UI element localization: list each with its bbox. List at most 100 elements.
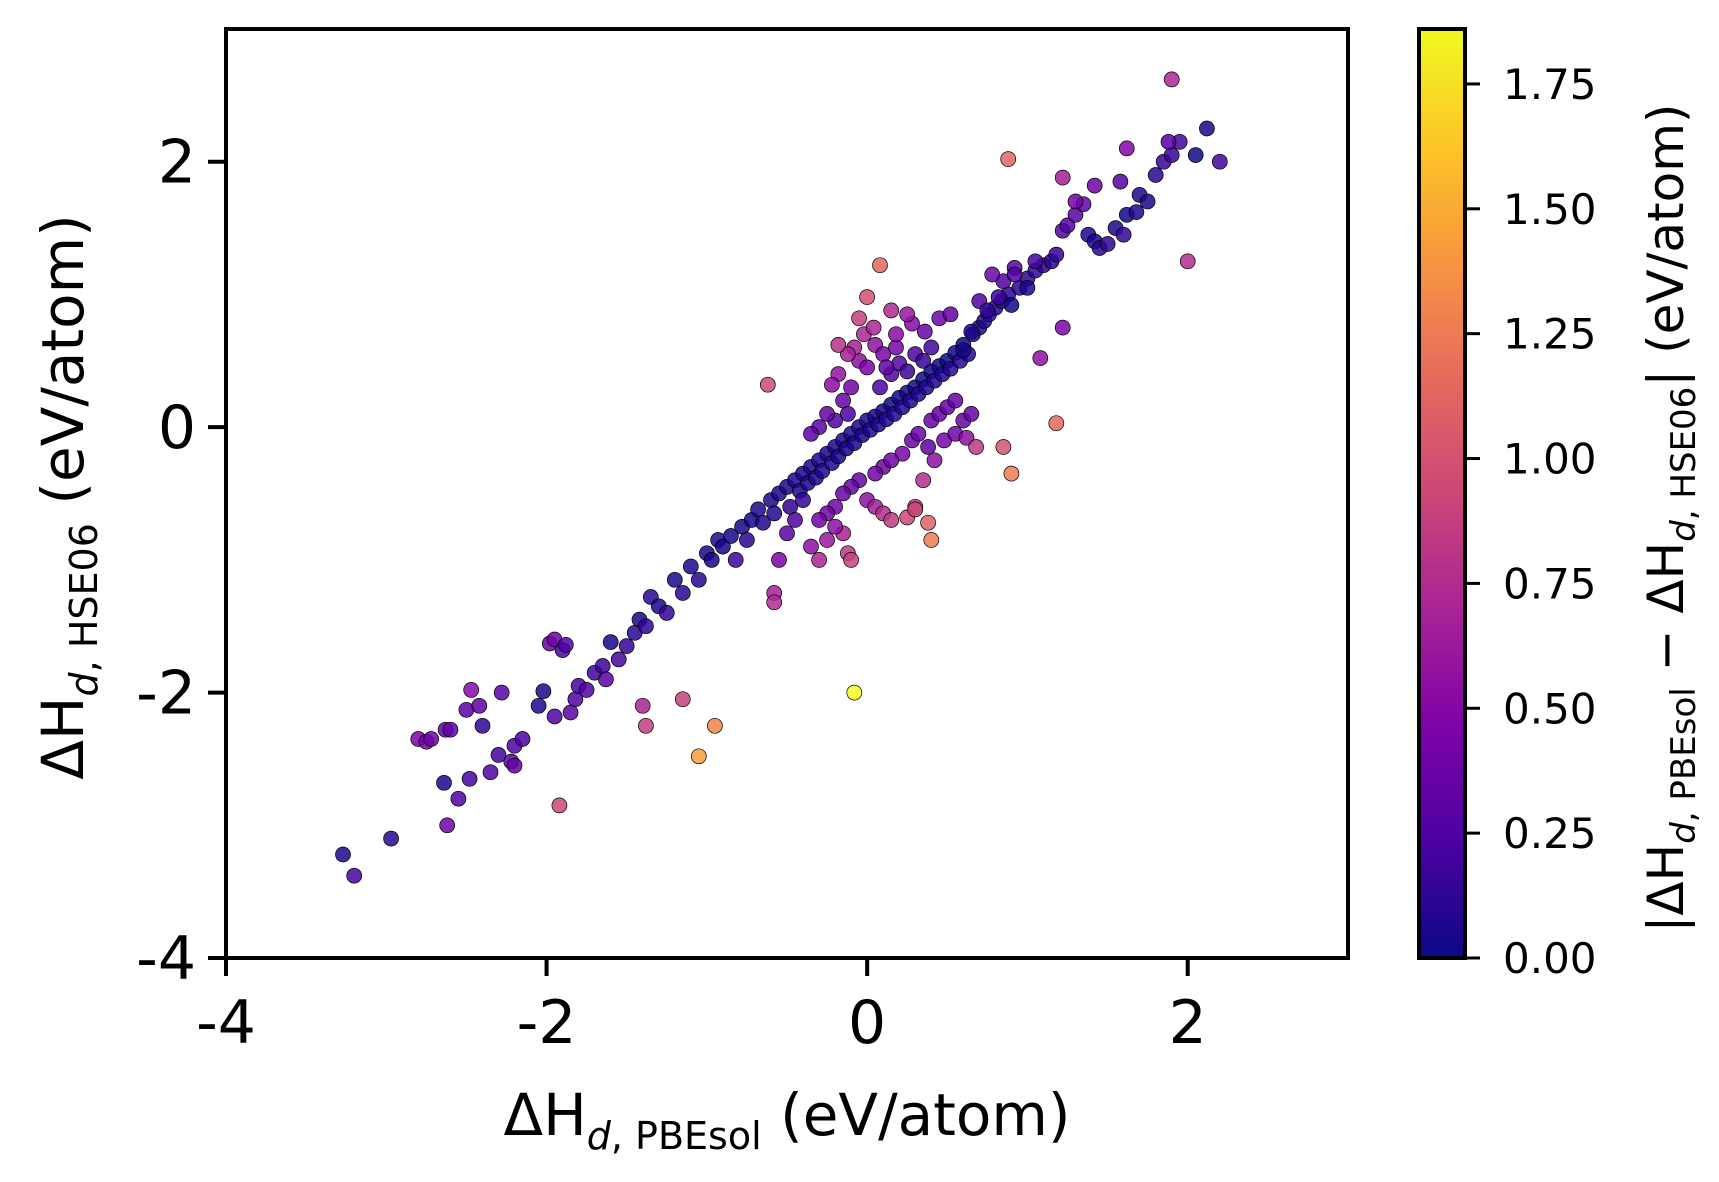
scatter-point: [666, 571, 683, 588]
scatter-point: [1139, 193, 1156, 210]
scatter-point: [995, 439, 1012, 455]
scatter-point: [963, 323, 980, 340]
scatter-point: [771, 552, 787, 568]
scatter-point: [883, 512, 900, 528]
scatter-point: [787, 512, 803, 528]
scatter-point: [634, 697, 651, 714]
scatter-point: [439, 817, 456, 834]
scatter-point: [926, 452, 943, 469]
scatter-point: [1179, 253, 1196, 270]
scatter-point: [759, 376, 776, 393]
scatter-point: [811, 552, 827, 568]
scatter-point: [490, 747, 507, 763]
y-tick-label: -2: [136, 659, 196, 729]
scatter-points: [335, 71, 1228, 884]
plot-frame: [224, 27, 1350, 960]
scatter-point: [968, 439, 984, 455]
scatter-point: [1163, 71, 1180, 88]
scatter-point: [824, 376, 840, 393]
scatter-point: [1054, 319, 1071, 336]
scatter-point: [835, 485, 851, 502]
scatter-point: [942, 306, 959, 323]
scatter-point: [1163, 147, 1180, 163]
scatter-point: [920, 514, 936, 531]
scatter-point: [1118, 140, 1135, 157]
scatter-point: [1059, 217, 1076, 234]
x-axis-title: ΔHd, PBEsol (eV/atom): [503, 1081, 1070, 1158]
colorbar-ticks: 0.00 0.25 0.50 0.75 1.00 1.25 1.50 1.75: [1465, 60, 1597, 983]
scatter-point: [872, 257, 888, 274]
scatter-point: [715, 538, 731, 555]
scatter-point: [979, 302, 996, 319]
scatter-point: [1199, 120, 1215, 137]
colorbar-tick-label: 1.25: [1503, 310, 1597, 359]
y-tick-label: 2: [158, 128, 196, 198]
scatter-point: [1112, 173, 1129, 190]
scatter-point: [723, 528, 739, 544]
scatter-point: [867, 465, 884, 482]
scatter-point: [535, 683, 552, 700]
scatter-point: [1160, 133, 1177, 150]
scatter-point: [482, 764, 499, 781]
scatter-point: [916, 323, 933, 340]
scatter-point: [840, 346, 856, 362]
scatter-point: [865, 319, 882, 336]
scatter-point: [461, 770, 478, 787]
scatter-point: [899, 363, 916, 380]
scatter-point: [779, 525, 795, 542]
scatter-point: [423, 731, 440, 747]
scatter-point: [463, 682, 480, 698]
scatter-point: [551, 797, 568, 814]
scatter-point: [674, 585, 691, 601]
scatter-point: [594, 658, 611, 674]
scatter-point: [1115, 226, 1132, 243]
scatter-point: [819, 532, 835, 548]
scatter-point: [851, 310, 867, 327]
scatter-point: [602, 634, 619, 650]
scatter-point: [835, 392, 851, 409]
scatter-point: [915, 352, 932, 369]
scatter-point: [803, 538, 819, 555]
scatter-point: [872, 379, 888, 396]
scatter-point: [827, 518, 843, 535]
scatter-point: [923, 532, 940, 548]
scatter-point: [335, 846, 351, 863]
scatter-point: [546, 708, 563, 725]
y-axis-ticks: -4 -2 0 2: [136, 128, 226, 994]
x-tick-label: -4: [196, 988, 256, 1058]
scatter-point: [1067, 193, 1084, 210]
colorbar-tick-label: 0.50: [1503, 684, 1597, 733]
scatter-point: [843, 379, 859, 396]
scatter-point: [658, 605, 675, 621]
scatter-point: [493, 684, 510, 701]
colorbar-tick-label: 0.75: [1503, 559, 1597, 608]
scatter-point: [506, 757, 523, 774]
scatter-point: [803, 425, 819, 442]
scatter-point: [1003, 465, 1020, 482]
scatter-point: [1003, 297, 1020, 313]
scatter-point: [883, 452, 900, 469]
scatter-point: [859, 359, 875, 376]
x-tick-label: -2: [517, 988, 577, 1058]
colorbar-gradient: [1419, 29, 1465, 958]
scatter-point: [963, 406, 980, 422]
scatter-point: [795, 492, 811, 508]
scatter-point: [811, 512, 827, 528]
scatter-point: [947, 392, 964, 409]
scatter-point: [557, 636, 574, 653]
scatter-point: [436, 774, 452, 791]
y-axis-title: ΔHd, HSE06 (eV/atom): [29, 214, 106, 780]
scatter-point: [1019, 279, 1036, 296]
scatter-point: [883, 302, 900, 319]
scatter-point: [888, 326, 904, 343]
scatter-point: [859, 289, 875, 305]
scatter-point: [674, 691, 691, 708]
scatter-point: [739, 532, 755, 548]
scatter-point: [840, 406, 856, 422]
scatter-point: [562, 704, 579, 721]
scatter-point: [1128, 204, 1145, 220]
scatter-point: [346, 867, 363, 884]
scatter-point: [846, 684, 863, 701]
